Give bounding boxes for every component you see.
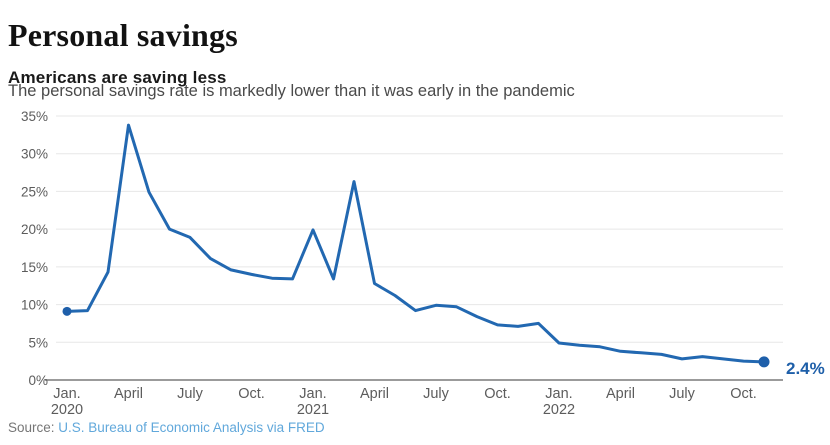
x-tick-label: Jan. bbox=[545, 386, 572, 402]
x-tick-label: Jan. bbox=[299, 386, 326, 402]
chart-subtitle: The personal savings rate is markedly lo… bbox=[8, 82, 575, 100]
x-tick-label: July bbox=[669, 386, 696, 402]
y-tick-label: 15% bbox=[21, 260, 48, 275]
x-tick-label: July bbox=[423, 386, 450, 402]
last-point-marker bbox=[758, 356, 770, 368]
chart-title: Americans are saving less bbox=[8, 68, 227, 88]
savings-rate-series-line bbox=[65, 123, 766, 364]
savings-rate-line-chart: 0% 5% 10% 15% 20% 25% 30% 35% Jan. 2020 April July O… bbox=[0, 105, 830, 418]
first-point-marker bbox=[62, 306, 72, 316]
x-tick-label: Jan. bbox=[53, 386, 80, 402]
x-tick-label: April bbox=[114, 386, 143, 402]
x-tick-label: Oct. bbox=[484, 386, 511, 402]
source-note: Source: U.S. Bureau of Economic Analysis… bbox=[8, 420, 325, 435]
y-tick-label: 35% bbox=[21, 109, 48, 124]
x-tick-label: Oct. bbox=[730, 386, 757, 402]
x-tick-label: April bbox=[360, 386, 389, 402]
page-title: Personal savings bbox=[8, 17, 238, 54]
y-tick-label: 0% bbox=[28, 373, 48, 388]
x-tick-label: Oct. bbox=[238, 386, 265, 402]
x-tick-year-label: 2021 bbox=[297, 402, 329, 417]
x-tick-year-label: 2020 bbox=[51, 402, 83, 417]
y-tick-label: 30% bbox=[21, 147, 48, 162]
y-tick-label: 25% bbox=[21, 184, 48, 199]
source-link[interactable]: U.S. Bureau of Economic Analysis via FRE… bbox=[58, 420, 325, 435]
x-tick-year-label: 2022 bbox=[543, 402, 575, 417]
source-label: Source: bbox=[8, 420, 55, 435]
x-tick-label: July bbox=[177, 386, 204, 402]
x-tick-label: April bbox=[606, 386, 635, 402]
y-tick-label: 10% bbox=[21, 298, 48, 313]
end-value-label: 2.4% bbox=[786, 359, 825, 378]
y-tick-label: 20% bbox=[21, 222, 48, 237]
y-tick-label: 5% bbox=[28, 335, 48, 350]
